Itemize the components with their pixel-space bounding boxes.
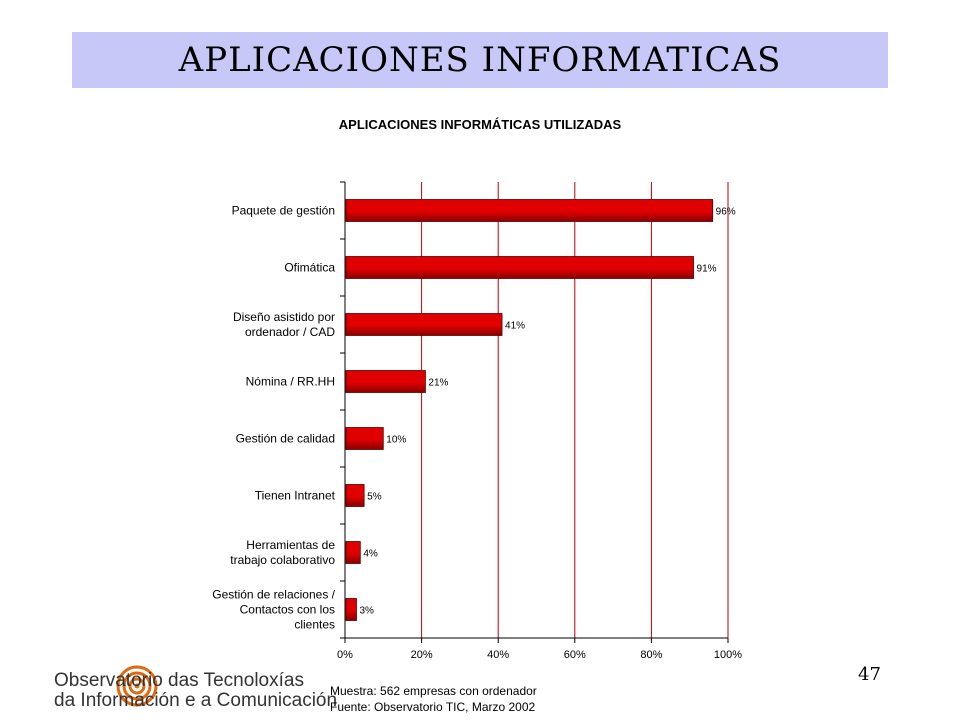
- category-label: Nómina / RR.HH: [246, 375, 335, 389]
- observatorio-logo-icon: [116, 665, 158, 707]
- category-label: ordenador / CAD: [245, 325, 335, 339]
- bar-value-label: 96%: [716, 207, 736, 218]
- footnote-source: Fuente: Observatorio TIC, Marzo 2002: [330, 700, 536, 714]
- logo-text-line2: da Información e a Comunicación: [54, 690, 338, 711]
- category-label: Gestión de relaciones /: [212, 588, 335, 602]
- bar-value-label: 10%: [386, 435, 406, 446]
- chart-title: APLICACIONES INFORMÁTICAS UTILIZADAS: [338, 117, 622, 132]
- bar: [345, 199, 714, 222]
- x-tick-label: 60%: [564, 649, 586, 661]
- x-tick-label: 20%: [411, 649, 433, 661]
- category-label: Tienen Intranet: [255, 489, 336, 503]
- bar: [345, 256, 694, 279]
- bar-value-label: 5%: [367, 492, 382, 503]
- bar-value-label: 3%: [359, 606, 374, 617]
- category-label: trabajo colaborativo: [230, 553, 335, 567]
- bar: [345, 484, 365, 507]
- bar: [345, 427, 384, 450]
- x-tick-label: 100%: [714, 649, 742, 661]
- x-tick-label: 40%: [487, 649, 509, 661]
- category-label: Diseño asistido por: [233, 310, 335, 324]
- slide-title: APLICACIONES INFORMATICAS: [178, 40, 782, 80]
- x-tick-label: 80%: [640, 649, 662, 661]
- bar-value-label: 41%: [505, 321, 525, 332]
- bar: [345, 370, 426, 393]
- category-label: Paquete de gestión: [232, 204, 335, 218]
- page-number: 47: [858, 664, 881, 685]
- bar-value-label: 4%: [363, 549, 378, 560]
- bar-value-label: 91%: [697, 264, 717, 275]
- category-label: clientes: [294, 618, 335, 632]
- category-label: Gestión de calidad: [236, 432, 335, 446]
- category-label: Herramientas de: [246, 538, 335, 552]
- bar: [345, 598, 357, 621]
- x-tick-label: 0%: [337, 649, 353, 661]
- category-label: Ofimática: [284, 261, 335, 275]
- bar: [345, 541, 361, 564]
- bar: [345, 313, 503, 336]
- category-label: Contactos con los: [240, 603, 335, 617]
- logo-text-line1: Observatorio das Tecnoloxías: [54, 670, 304, 691]
- footnote-sample: Muestra: 562 empresas con ordenador: [330, 684, 537, 698]
- title-band: APLICACIONES INFORMATICAS: [72, 32, 888, 88]
- bar-value-label: 21%: [428, 378, 448, 389]
